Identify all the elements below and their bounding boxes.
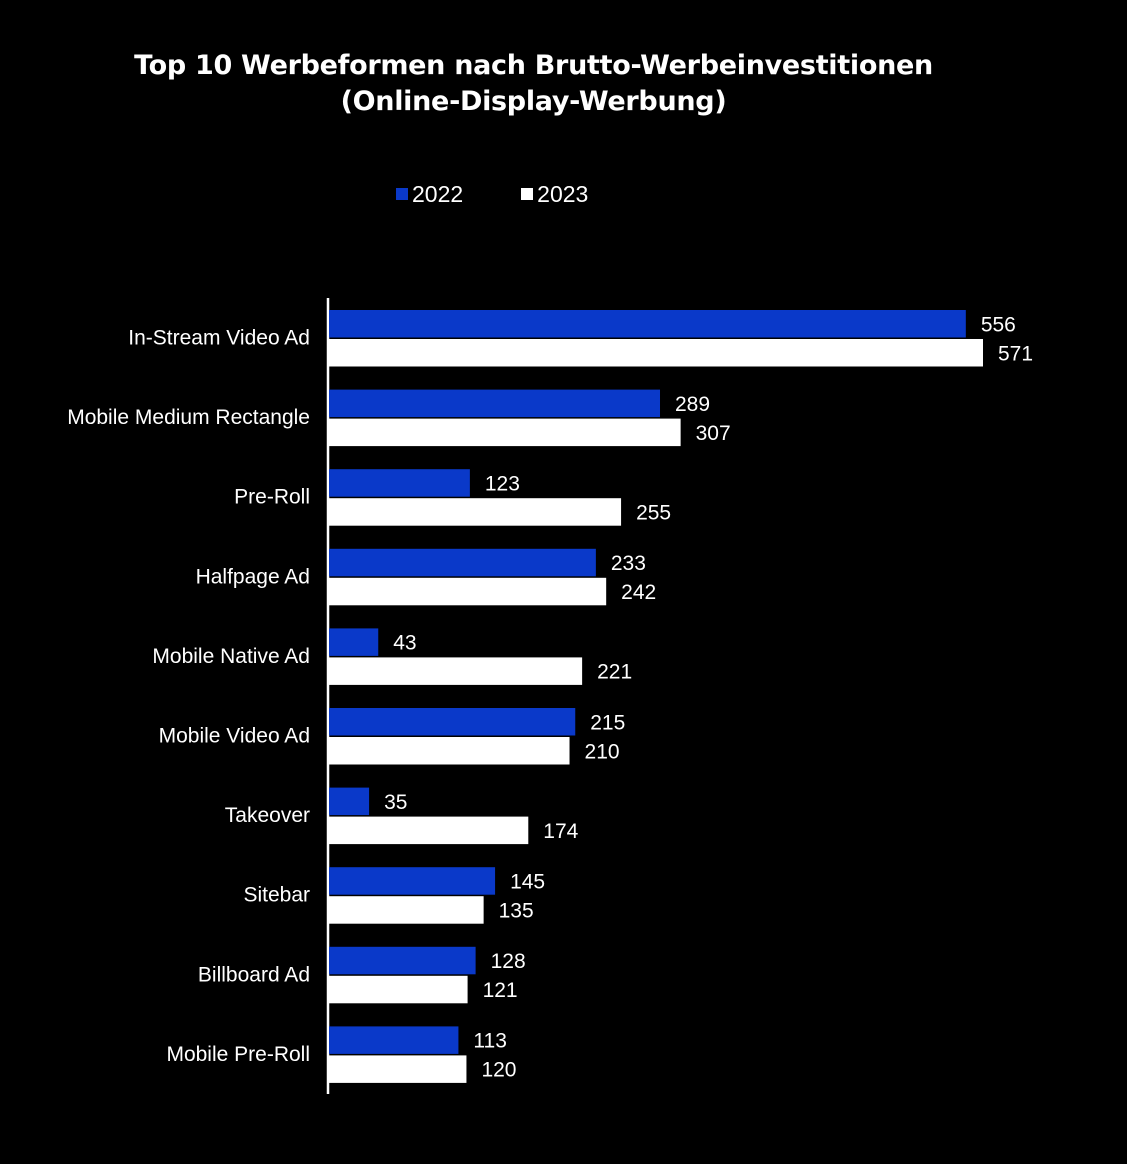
bar-2022-takeover — [329, 787, 370, 816]
value-label-2022-mobile-pre-roll: 113 — [473, 1030, 506, 1053]
category-label-mobile-video-ad: Mobile Video Ad — [159, 725, 310, 748]
value-label-2023-mobile-medium-rectangle: 307 — [696, 422, 731, 445]
bar-2023-takeover — [329, 816, 529, 845]
value-label-2022-in-stream-video-ad: 556 — [981, 313, 1016, 336]
category-label-pre-roll: Pre-Roll — [234, 486, 310, 509]
bar-2022-mobile-pre-roll — [329, 1026, 459, 1054]
value-label-2023-billboard-ad: 121 — [483, 979, 518, 1002]
legend-item-2022: 2022 — [396, 181, 463, 208]
bar-2023-halfpage-ad — [329, 577, 607, 606]
chart-legend: 2022 2023 — [396, 180, 646, 208]
legend-swatch-2023 — [521, 188, 534, 200]
category-label-billboard-ad: Billboard Ad — [198, 963, 310, 986]
category-label-in-stream-video-ad: In-Stream Video Ad — [128, 327, 310, 350]
category-label-sitebar: Sitebar — [243, 884, 310, 907]
value-label-2022-mobile-video-ad: 215 — [590, 711, 625, 734]
value-label-2022-billboard-ad: 128 — [491, 950, 526, 973]
bar-2022-sitebar — [329, 867, 496, 895]
bar-2022-mobile-video-ad — [329, 708, 576, 736]
value-label-2022-mobile-medium-rectangle: 289 — [675, 393, 710, 416]
bar-2023-mobile-pre-roll — [329, 1055, 467, 1083]
value-label-2022-pre-roll: 123 — [485, 472, 520, 495]
value-label-2023-halfpage-ad: 242 — [621, 581, 656, 604]
bar-2023-mobile-medium-rectangle — [329, 418, 681, 447]
bar-2023-mobile-video-ad — [329, 737, 570, 765]
bar-2022-in-stream-video-ad — [329, 310, 966, 338]
value-label-2022-halfpage-ad: 233 — [611, 552, 646, 575]
chart-title-line: Top 10 Werbeformen nach Brutto-Werbeinve… — [134, 50, 933, 81]
bar-2022-mobile-native-ad — [329, 628, 379, 656]
value-label-2023-takeover: 174 — [543, 820, 578, 843]
chart-title: Top 10 Werbeformen nach Brutto-Werbeinve… — [0, 48, 1067, 120]
bar-2022-halfpage-ad — [329, 548, 596, 577]
legend-label-2022: 2022 — [412, 180, 464, 207]
category-label-mobile-native-ad: Mobile Native Ad — [152, 645, 310, 668]
value-label-2023-mobile-native-ad: 221 — [597, 661, 632, 684]
category-label-mobile-medium-rectangle: Mobile Medium Rectangle — [67, 406, 310, 429]
bar-2023-mobile-native-ad — [329, 657, 583, 685]
legend-item-2023: 2023 — [521, 181, 588, 208]
category-label-halfpage-ad: Halfpage Ad — [196, 565, 310, 588]
value-label-2023-pre-roll: 255 — [636, 501, 671, 524]
bar-2023-pre-roll — [329, 498, 622, 526]
chart-subtitle-line: (Online-Display-Werbung) — [340, 86, 727, 117]
value-label-2023-in-stream-video-ad: 571 — [998, 342, 1033, 365]
legend-label-2023: 2023 — [537, 180, 589, 207]
bar-2022-billboard-ad — [329, 946, 476, 975]
value-label-2023-mobile-pre-roll: 120 — [481, 1059, 516, 1082]
category-label-mobile-pre-roll: Mobile Pre-Roll — [166, 1043, 310, 1066]
bar-2022-pre-roll — [329, 469, 470, 497]
bar-2023-billboard-ad — [329, 975, 468, 1004]
bar-2023-in-stream-video-ad — [329, 339, 983, 367]
value-label-2023-mobile-video-ad: 210 — [585, 740, 620, 763]
bar-2023-sitebar — [329, 896, 484, 924]
value-label-2022-takeover: 35 — [384, 791, 407, 814]
value-label-2023-sitebar: 135 — [499, 899, 534, 922]
category-label-takeover: Takeover — [225, 804, 310, 827]
value-label-2022-mobile-native-ad: 43 — [393, 632, 416, 655]
bar-2022-mobile-medium-rectangle — [329, 389, 661, 418]
value-label-2022-sitebar: 145 — [510, 870, 545, 893]
legend-swatch-2022 — [396, 188, 408, 200]
